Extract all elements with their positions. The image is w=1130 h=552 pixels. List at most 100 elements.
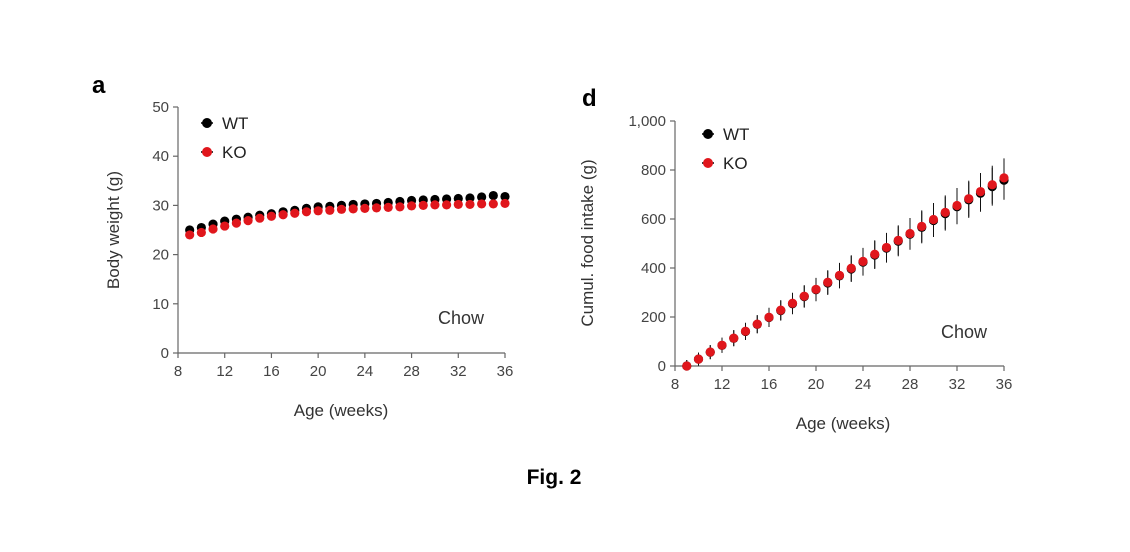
panel-d-y-axis-label: Cumul. food intake (g) bbox=[578, 159, 597, 326]
y-tick-label: 400 bbox=[641, 260, 666, 277]
legend-ko-label: KO bbox=[222, 143, 247, 162]
data-point-ko bbox=[255, 213, 265, 223]
data-point-ko bbox=[360, 203, 370, 213]
data-point-ko bbox=[893, 235, 903, 245]
panel-d: d Cumul. food intake (g) Age (weeks) Cho… bbox=[578, 85, 1012, 433]
x-tick-label: 24 bbox=[855, 376, 872, 393]
data-point-ko bbox=[987, 180, 997, 190]
y-tick-label: 0 bbox=[658, 358, 666, 375]
data-point-ko bbox=[383, 202, 393, 212]
x-tick-label: 28 bbox=[403, 363, 420, 380]
panel-d-letter: d bbox=[582, 85, 597, 112]
data-point-wt bbox=[477, 192, 487, 202]
data-point-wt bbox=[488, 190, 498, 201]
panel-a-x-axis-label: Age (weeks) bbox=[294, 401, 388, 420]
figure-caption: Fig. 2 bbox=[527, 466, 582, 489]
data-point-ko bbox=[430, 200, 440, 210]
legend-ko-label: KO bbox=[723, 154, 748, 173]
y-tick-label: 600 bbox=[641, 211, 666, 228]
panel-a-letter: a bbox=[92, 72, 106, 99]
data-point-ko bbox=[266, 211, 277, 221]
data-point-ko bbox=[196, 227, 206, 238]
data-point-ko bbox=[348, 204, 358, 214]
x-tick-label: 36 bbox=[497, 363, 514, 380]
data-point-ko bbox=[336, 204, 347, 214]
data-point-ko bbox=[811, 284, 821, 294]
legend-wt-label: WT bbox=[222, 114, 248, 133]
legend-wt-marker bbox=[703, 129, 713, 139]
panel-a-annotation: Chow bbox=[438, 308, 485, 328]
series-wt bbox=[185, 190, 510, 235]
x-tick-label: 12 bbox=[216, 363, 233, 380]
y-tick-label: 800 bbox=[641, 162, 666, 179]
y-tick-label: 50 bbox=[152, 99, 169, 116]
data-point-ko bbox=[799, 291, 809, 301]
data-point-ko bbox=[231, 218, 241, 228]
x-tick-label: 36 bbox=[996, 376, 1013, 393]
data-point-ko bbox=[500, 198, 510, 209]
data-point-ko bbox=[243, 216, 253, 226]
data-point-ko bbox=[418, 200, 428, 210]
data-point-ko bbox=[477, 199, 487, 209]
data-point-ko bbox=[313, 206, 323, 216]
x-tick-label: 32 bbox=[450, 363, 467, 380]
data-point-ko bbox=[453, 199, 463, 210]
x-tick-label: 16 bbox=[761, 376, 778, 393]
data-point-ko bbox=[278, 210, 288, 220]
data-point-ko bbox=[787, 298, 798, 308]
y-tick-label: 10 bbox=[152, 296, 169, 313]
data-point-ko bbox=[220, 221, 230, 231]
data-point-ko bbox=[952, 200, 962, 211]
data-point-ko bbox=[776, 305, 786, 315]
legend-ko-marker bbox=[703, 158, 713, 168]
data-point-ko bbox=[870, 249, 880, 259]
legend-wt-label: WT bbox=[723, 125, 749, 144]
data-point-ko bbox=[964, 194, 974, 204]
panel-d-annotation: Chow bbox=[941, 322, 988, 342]
data-point-ko bbox=[705, 347, 715, 357]
x-tick-label: 8 bbox=[174, 363, 182, 380]
x-tick-label: 28 bbox=[902, 376, 919, 393]
data-point-ko bbox=[442, 200, 452, 210]
panel-d-x-axis-label: Age (weeks) bbox=[796, 414, 890, 433]
data-point-ko bbox=[881, 242, 892, 253]
y-tick-label: 20 bbox=[152, 247, 169, 264]
data-point-ko bbox=[823, 277, 833, 287]
data-point-ko bbox=[764, 312, 774, 322]
legend-wt-marker bbox=[202, 118, 212, 128]
data-point-ko bbox=[465, 199, 475, 210]
data-point-ko bbox=[740, 326, 751, 336]
x-tick-label: 32 bbox=[949, 376, 966, 393]
y-tick-label: 0 bbox=[161, 345, 169, 362]
data-point-ko bbox=[928, 214, 939, 225]
series-ko bbox=[682, 158, 1009, 371]
data-point-ko bbox=[406, 201, 417, 211]
y-tick-label: 200 bbox=[641, 309, 666, 326]
data-point-ko bbox=[682, 361, 692, 371]
series-ko bbox=[185, 198, 510, 240]
data-point-ko bbox=[488, 199, 498, 209]
x-tick-label: 12 bbox=[714, 376, 731, 393]
data-point-wt bbox=[465, 193, 475, 203]
x-tick-label: 20 bbox=[310, 363, 327, 380]
data-point-ko bbox=[846, 263, 856, 273]
data-point-ko bbox=[693, 354, 704, 364]
data-point-ko bbox=[752, 319, 762, 329]
data-point-ko bbox=[395, 202, 405, 212]
y-tick-label: 40 bbox=[152, 148, 169, 165]
panel-d-legend: WT KO bbox=[702, 125, 749, 173]
data-point-ko bbox=[940, 207, 950, 217]
data-point-ko bbox=[325, 205, 335, 215]
data-point-ko bbox=[905, 228, 915, 239]
y-tick-label: 30 bbox=[152, 197, 169, 214]
data-point-ko bbox=[917, 221, 927, 231]
data-point-ko bbox=[975, 186, 986, 197]
panel-a: a Body weight (g) Age (weeks) Chow WT KO… bbox=[92, 72, 513, 420]
data-point-ko bbox=[185, 230, 195, 240]
data-point-wt bbox=[500, 191, 510, 202]
data-point-ko bbox=[999, 173, 1009, 183]
data-point-ko bbox=[834, 270, 845, 280]
x-tick-label: 16 bbox=[263, 363, 280, 380]
data-point-ko bbox=[858, 256, 868, 266]
